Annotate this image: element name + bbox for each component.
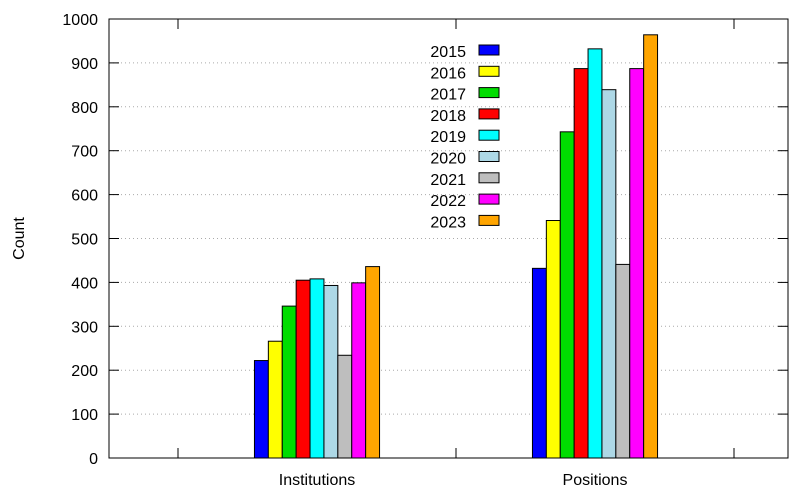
bar-2016-positions — [545, 220, 561, 459]
bar-2023-positions — [643, 34, 659, 459]
legend-label: 2020 — [430, 151, 466, 168]
x-axis: Institutions Positions — [177, 19, 735, 489]
y-tick-label: 600 — [71, 188, 98, 205]
legend-swatch — [478, 65, 500, 77]
plot-frame — [108, 18, 789, 459]
bar-2018-institutions — [295, 279, 311, 459]
x-tick-label: Institutions — [279, 472, 355, 489]
legend-swatch — [478, 151, 500, 162]
legend-swatch — [478, 193, 500, 205]
bar-2017-positions — [559, 131, 575, 459]
bar-2022-positions — [629, 68, 645, 459]
legend-label: 2015 — [430, 44, 466, 61]
y-tick-label: 900 — [71, 56, 98, 73]
y-tick-label: 400 — [71, 275, 98, 292]
legend-swatch — [478, 214, 500, 226]
bar-2022-institutions — [351, 282, 367, 459]
y-tick-label: 0 — [89, 451, 98, 468]
legend-label: 2022 — [430, 193, 466, 210]
y-tick-label: 1000 — [62, 12, 98, 29]
legend-label: 2023 — [430, 214, 466, 231]
y-axis: 0 100 200 300 400 500 600 700 800 900 1000 — [62, 12, 788, 468]
legend-label: 2016 — [430, 65, 466, 82]
y-tick-label: 100 — [71, 407, 98, 424]
bar-2018-positions — [573, 68, 589, 459]
bar-2023-institutions — [365, 266, 381, 459]
legend-label: 2019 — [430, 129, 466, 146]
bars — [253, 34, 659, 459]
legend-swatch — [478, 129, 500, 141]
x-tick-label: Positions — [563, 472, 628, 489]
bar-2015-positions — [531, 267, 547, 459]
bar-2016-institutions — [267, 340, 283, 459]
bar-2019-positions — [587, 48, 603, 459]
y-tick-label: 800 — [71, 100, 98, 117]
legend: 2015 2016 2017 2018 2019 2020 2021 2022 2023 — [430, 44, 500, 231]
y-tick-label: 700 — [71, 144, 98, 161]
bar-2019-institutions — [309, 278, 325, 459]
bar-2017-institutions — [281, 305, 297, 459]
bar-2015-institutions — [253, 360, 269, 459]
bar-2020-positions — [601, 89, 617, 459]
legend-label: 2017 — [430, 87, 466, 104]
y-tick-label: 500 — [71, 232, 98, 249]
y-tick-label: 200 — [71, 363, 98, 380]
legend-swatch — [478, 87, 500, 99]
bar-2020-institutions — [323, 284, 339, 459]
legend-label: 2018 — [430, 108, 466, 125]
bar-2021-institutions — [337, 354, 353, 459]
y-tick-label: 300 — [71, 319, 98, 336]
y-axis-label: Count — [11, 217, 28, 260]
bar-2021-positions — [615, 263, 631, 459]
legend-swatch — [478, 172, 500, 184]
legend-swatch — [478, 108, 500, 120]
legend-swatch — [478, 44, 500, 56]
legend-label: 2021 — [430, 172, 466, 189]
